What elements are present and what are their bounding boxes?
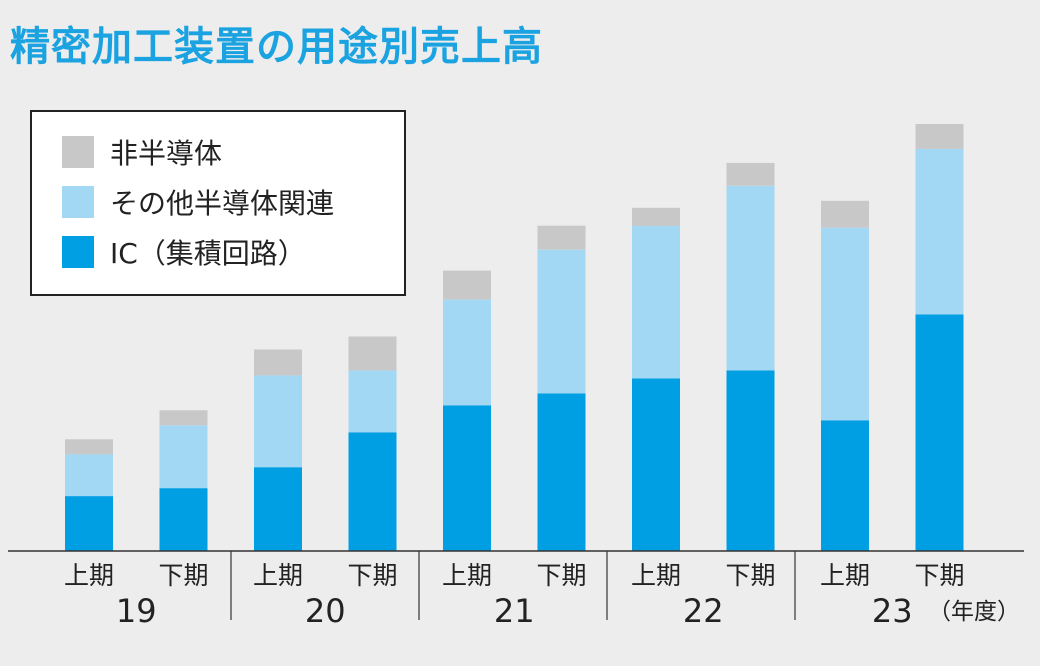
bar-other-semiconductor-8 bbox=[726, 185, 775, 371]
x-unit-label: （年度） bbox=[928, 599, 1020, 625]
bar-non-semiconductor-6 bbox=[537, 225, 586, 250]
legend-label-non-semiconductor: 非半導体 bbox=[110, 137, 223, 170]
bar-other-semiconductor-6 bbox=[537, 249, 586, 394]
bar-ic-5 bbox=[443, 405, 491, 551]
bar-other-semiconductor-2 bbox=[159, 425, 208, 489]
bar-ic-4 bbox=[348, 432, 397, 551]
x-tick-label-1: 上期 bbox=[64, 561, 114, 590]
x-tick-label-10: 下期 bbox=[914, 561, 964, 590]
bar-non-semiconductor-10 bbox=[915, 124, 964, 149]
year-label-23: 23 bbox=[872, 592, 913, 630]
year-label-21: 21 bbox=[494, 592, 535, 630]
legend-item-non-semiconductor: 非半導体 bbox=[62, 134, 222, 170]
bar-other-semiconductor-5 bbox=[443, 299, 491, 406]
bar-ic-7 bbox=[632, 378, 680, 551]
legend-swatch-other-semiconductor bbox=[62, 186, 94, 218]
legend-item-ic: IC（集積回路） bbox=[62, 234, 306, 270]
x-tick-label-5: 上期 bbox=[442, 561, 492, 590]
legend-label-ic: IC（集積回路） bbox=[110, 237, 306, 270]
bar-other-semiconductor-9 bbox=[821, 227, 869, 421]
bar-other-semiconductor-1 bbox=[65, 454, 113, 497]
bar-ic-10 bbox=[915, 314, 964, 551]
bar-ic-6 bbox=[537, 393, 586, 551]
bar-ic-3 bbox=[254, 467, 302, 551]
x-tick-label-4: 下期 bbox=[347, 561, 397, 590]
bar-non-semiconductor-5 bbox=[443, 270, 491, 300]
legend-swatch-non-semiconductor bbox=[62, 136, 94, 168]
x-tick-label-2: 下期 bbox=[158, 561, 208, 590]
legend-swatch-ic bbox=[62, 236, 94, 268]
chart-title: 精密加工装置の用途別売上高 bbox=[10, 24, 543, 70]
x-tick-label-9: 上期 bbox=[820, 561, 870, 590]
x-tick-label-7: 上期 bbox=[631, 561, 681, 590]
bar-other-semiconductor-10 bbox=[915, 148, 964, 315]
bar-ic-1 bbox=[65, 496, 113, 551]
year-label-22: 22 bbox=[683, 592, 724, 630]
bar-ic-8 bbox=[726, 370, 775, 551]
x-tick-label-6: 下期 bbox=[536, 561, 586, 590]
bar-other-semiconductor-7 bbox=[632, 225, 680, 379]
x-tick-label-8: 下期 bbox=[725, 561, 775, 590]
bar-non-semiconductor-8 bbox=[726, 162, 775, 186]
bar-non-semiconductor-9 bbox=[821, 200, 869, 228]
bar-non-semiconductor-1 bbox=[65, 439, 113, 455]
x-tick-label-3: 上期 bbox=[253, 561, 303, 590]
bar-other-semiconductor-4 bbox=[348, 370, 397, 433]
bar-ic-2 bbox=[159, 488, 208, 551]
bar-non-semiconductor-2 bbox=[159, 410, 208, 426]
bar-other-semiconductor-3 bbox=[254, 375, 302, 468]
legend-item-other-semiconductor: その他半導体関連 bbox=[62, 184, 334, 220]
year-label-20: 20 bbox=[305, 592, 346, 630]
bar-non-semiconductor-3 bbox=[254, 349, 302, 376]
bar-non-semiconductor-7 bbox=[632, 207, 680, 226]
year-label-19: 19 bbox=[116, 592, 157, 630]
bar-ic-9 bbox=[821, 420, 869, 551]
legend: 非半導体 その他半導体関連 IC（集積回路） bbox=[30, 110, 406, 296]
bar-non-semiconductor-4 bbox=[348, 336, 397, 371]
legend-label-other-semiconductor: その他半導体関連 bbox=[110, 187, 335, 220]
